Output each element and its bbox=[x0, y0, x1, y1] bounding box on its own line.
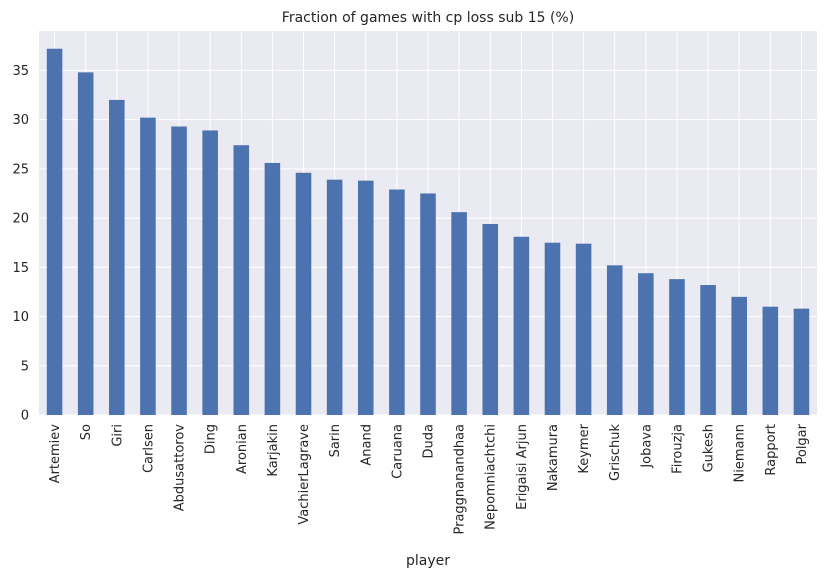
bar-ding bbox=[202, 130, 218, 415]
x-tick-label: Giri bbox=[110, 424, 125, 447]
bar-sarin bbox=[326, 179, 343, 415]
bar-erigaisi-arjun bbox=[513, 236, 530, 415]
x-tick-label: Niemann bbox=[733, 424, 748, 482]
bar-grischuk bbox=[606, 265, 623, 415]
x-tick-label: Gukesh bbox=[702, 424, 717, 472]
y-tick-label: 0 bbox=[21, 409, 29, 424]
bar-giri bbox=[109, 99, 125, 415]
x-tick-label: Carlsen bbox=[141, 424, 156, 473]
bar-caruana bbox=[389, 189, 405, 415]
x-tick-label: Grischuk bbox=[608, 424, 623, 481]
x-tick-label: Firouzja bbox=[670, 424, 685, 474]
bar-so bbox=[77, 72, 94, 415]
y-tick-label: 5 bbox=[21, 359, 29, 374]
y-tick-label: 35 bbox=[12, 64, 29, 79]
bar-karjakin bbox=[264, 162, 281, 415]
x-tick-label: Jobava bbox=[639, 424, 654, 469]
bar-jobava bbox=[638, 273, 654, 415]
x-tick-label: Nepomniachtchi bbox=[484, 424, 499, 530]
bars bbox=[46, 48, 810, 416]
y-tick-label: 20 bbox=[12, 212, 29, 227]
x-tick-label: Keymer bbox=[577, 423, 592, 473]
bar-anand bbox=[357, 180, 374, 415]
bar-carlsen bbox=[140, 117, 156, 416]
x-tick-label: Rapport bbox=[764, 424, 779, 476]
x-tick-label: Polgar bbox=[795, 423, 810, 464]
bar-artemiev bbox=[46, 48, 63, 415]
x-tick-label: Nakamura bbox=[546, 424, 561, 491]
x-axis-label: player bbox=[406, 553, 450, 569]
x-tick-label: Praggnanandhaa bbox=[453, 424, 468, 535]
x-tick-label: Artemiev bbox=[48, 424, 63, 484]
x-tick-label: Karjakin bbox=[266, 424, 281, 477]
bar-firouzja bbox=[669, 279, 685, 415]
y-tick-label: 30 bbox=[12, 113, 29, 128]
x-tick-label: Caruana bbox=[390, 424, 405, 479]
chart-title: Fraction of games with cp loss sub 15 (%… bbox=[282, 10, 574, 26]
y-tick-label: 10 bbox=[12, 310, 29, 325]
bar-abdusattorov bbox=[171, 126, 187, 415]
bar-niemann bbox=[731, 296, 747, 415]
x-tick-label: So bbox=[79, 424, 94, 440]
bar-nakamura bbox=[544, 242, 561, 415]
y-tick-labels: 0 5 10 15 20 25 30 35 bbox=[12, 64, 29, 424]
bar-aronian bbox=[233, 145, 250, 415]
bar-vachierlagrave bbox=[295, 172, 312, 415]
y-tick-label: 15 bbox=[12, 261, 29, 276]
x-tick-label: Duda bbox=[422, 424, 437, 458]
y-tick-label: 25 bbox=[12, 162, 29, 177]
x-tick-label: Erigaisi Arjun bbox=[515, 424, 530, 510]
x-tick-labels: Artemiev So Giri Carlsen Abdusattorov Ding Aro… bbox=[48, 423, 810, 534]
x-tick-label: VachierLagrave bbox=[297, 424, 312, 525]
x-tick-label: Abdusattorov bbox=[173, 424, 188, 512]
bar-praggnanandhaa bbox=[451, 212, 467, 415]
bar-keymer bbox=[575, 243, 592, 415]
bar-rapport bbox=[762, 306, 779, 415]
x-tick-label: Anand bbox=[359, 424, 374, 466]
x-tick-label: Aronian bbox=[235, 424, 250, 474]
bar-polgar bbox=[793, 308, 810, 415]
bar-nepomniachtchi bbox=[482, 223, 499, 415]
x-tick-label: Ding bbox=[204, 424, 219, 454]
bar-gukesh bbox=[700, 285, 716, 415]
bar-duda bbox=[420, 193, 436, 415]
x-tick-label: Sarin bbox=[328, 424, 343, 457]
